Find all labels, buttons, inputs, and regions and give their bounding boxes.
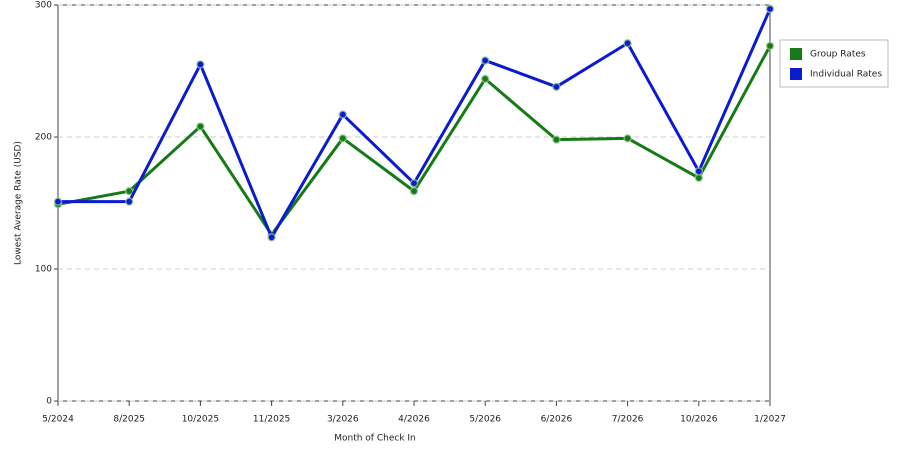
legend-swatch <box>790 68 802 80</box>
data-point <box>552 135 561 144</box>
y-tick-label: 200 <box>35 133 52 143</box>
plot-frame <box>57 4 771 402</box>
legend-label: Individual Rates <box>810 70 882 80</box>
x-tick-label: 8/2025 <box>113 415 145 425</box>
data-point <box>765 4 775 14</box>
data-point <box>338 134 348 143</box>
legend-label: Group Rates <box>810 50 866 60</box>
data-point <box>196 60 205 69</box>
data-point <box>267 233 276 242</box>
data-point <box>409 178 419 188</box>
x-tick-label: 10/2026 <box>680 415 718 425</box>
x-tick-label: 11/2025 <box>253 415 290 425</box>
x-axis-label: Month of Check In <box>334 434 416 444</box>
data-point <box>124 197 134 206</box>
legend-swatch <box>790 48 802 60</box>
data-point <box>480 74 490 84</box>
x-tick-label: 6/2026 <box>541 415 573 425</box>
y-tick-label: 100 <box>35 265 52 275</box>
series-line <box>57 45 772 237</box>
data-point <box>124 186 134 196</box>
x-tick-label: 5/2026 <box>469 415 501 425</box>
x-tick-label: 4/2026 <box>398 415 430 425</box>
x-tick-label: 7/2026 <box>612 415 644 425</box>
data-point <box>552 82 561 92</box>
x-tick-label: 1/2027 <box>754 415 786 425</box>
data-point <box>623 134 632 143</box>
series-line <box>58 8 772 239</box>
y-axis-label: Lowest Average Rate (USD) <box>14 141 24 265</box>
x-tick-label: 10/2025 <box>182 415 219 425</box>
y-tick-label: 300 <box>35 1 52 11</box>
data-point <box>765 41 775 51</box>
x-tick-label: 5/2024 <box>42 415 74 425</box>
x-tick-label: 3/2026 <box>327 415 359 425</box>
data-point <box>53 197 63 206</box>
data-point <box>409 186 419 196</box>
data-point <box>694 167 704 176</box>
data-point <box>623 39 632 48</box>
data-point <box>196 122 205 131</box>
data-point <box>480 56 490 65</box>
data-point <box>338 110 348 119</box>
y-tick-label: 0 <box>46 397 52 407</box>
